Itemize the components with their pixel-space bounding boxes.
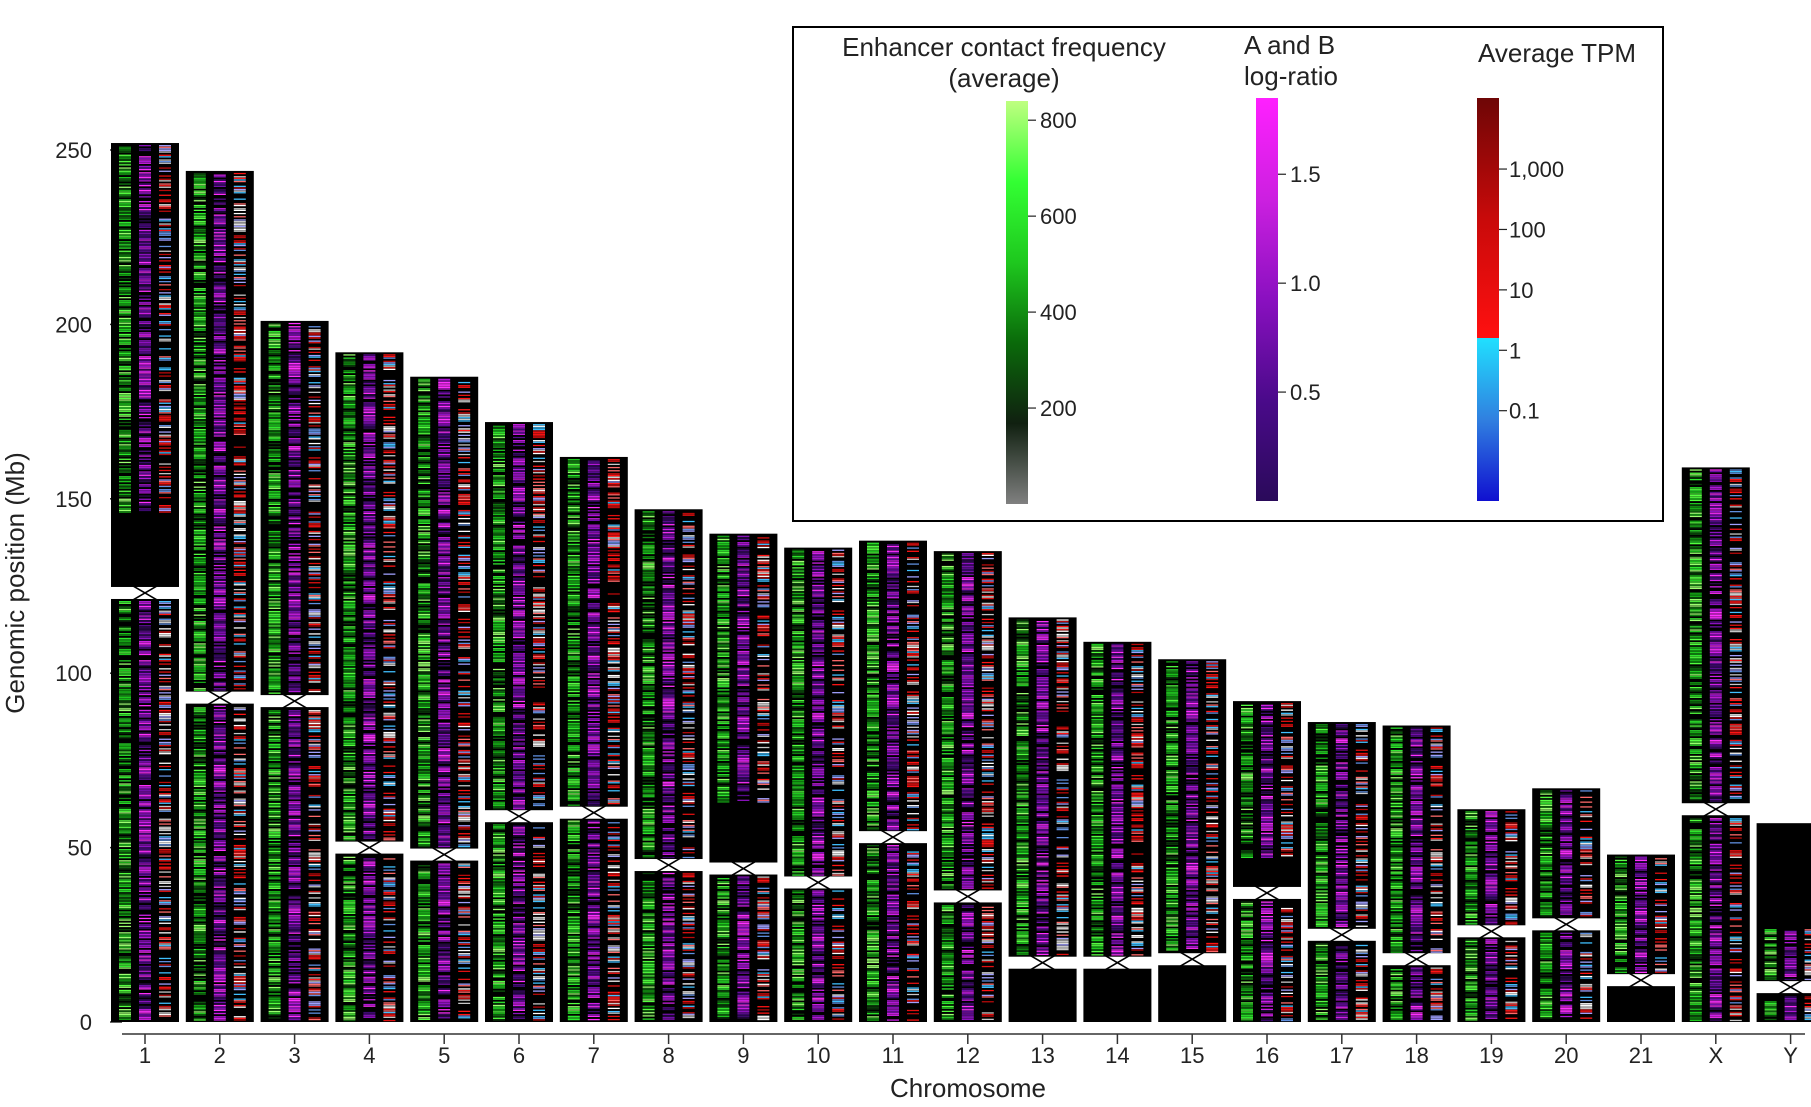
x-axis-title: Chromosome	[890, 1073, 1046, 1103]
y-axis-title: Genomic position (Mb)	[0, 452, 30, 714]
y-tick-label: 100	[55, 661, 92, 686]
chromosome-19	[1456, 809, 1527, 1022]
legend-colorbar	[1256, 98, 1278, 501]
x-tick-label: 1	[139, 1043, 151, 1068]
chromosome-6	[484, 422, 554, 1023]
y-tick-label: 250	[55, 138, 92, 163]
y-tick-label: 200	[55, 312, 92, 337]
legend-title: Enhancer contact frequency	[842, 32, 1166, 62]
x-tick-label: 7	[588, 1043, 600, 1068]
chromosome-X	[1680, 467, 1751, 1023]
legend-tick-label: 200	[1040, 396, 1077, 421]
chromosome-17	[1306, 722, 1377, 1022]
y-tick-label: 0	[80, 1010, 92, 1035]
legend: Enhancer contact frequency(average) 800 60…	[792, 26, 1664, 522]
x-tick-label: 4	[363, 1043, 375, 1068]
chromosome-16	[1232, 701, 1302, 1022]
chromosome-9	[708, 533, 779, 1022]
chromosome-11	[858, 540, 928, 1022]
chromosome-15	[1157, 659, 1228, 1022]
x-tick-label: 14	[1105, 1043, 1129, 1068]
legend-title: A and B	[1244, 30, 1335, 60]
legend-title: (average)	[948, 63, 1059, 93]
legend-tick-label: 600	[1040, 204, 1077, 229]
x-tick-label: 21	[1629, 1043, 1653, 1068]
x-axis: 1 2 3 4 5 6 7 8 9 10 11 12 13 14 15 16 17 18 19 20 21 X Y	[122, 1033, 1805, 1068]
legend-tick-label: 1,000	[1509, 157, 1564, 182]
chromosome-5	[409, 376, 480, 1023]
legend-box	[792, 26, 1664, 522]
x-tick-label: Y	[1783, 1043, 1798, 1068]
chromosome-18	[1381, 725, 1452, 1022]
x-tick-label: 8	[662, 1043, 674, 1068]
legend-colorbar	[1006, 101, 1028, 504]
x-tick-label: 20	[1554, 1043, 1578, 1068]
legend-tick-label: 1.5	[1290, 162, 1321, 187]
chromosome-4	[334, 352, 405, 1023]
legend-tick-label: 400	[1040, 300, 1077, 325]
legend-tick-label: 100	[1509, 217, 1546, 242]
chromosome-7	[558, 456, 629, 1023]
x-tick-label: 2	[214, 1043, 226, 1068]
chromosome-13	[1007, 617, 1078, 1022]
legend-colorbar-low	[1477, 338, 1499, 501]
chromosome-8	[633, 509, 704, 1022]
x-tick-label: 12	[956, 1043, 980, 1068]
x-tick-label: 17	[1330, 1043, 1354, 1068]
x-tick-label: 3	[288, 1043, 300, 1068]
x-tick-label: 15	[1180, 1043, 1204, 1068]
chromosome-ideograms	[110, 143, 1811, 1023]
chromosome-body	[933, 551, 1002, 1022]
chromosome-2	[184, 170, 255, 1023]
chromosome-14	[1082, 641, 1153, 1022]
chromosome-20	[1531, 788, 1602, 1022]
legend-title: Average TPM	[1478, 38, 1636, 68]
x-tick-label: 6	[513, 1043, 525, 1068]
legend-title: log-ratio	[1244, 61, 1338, 91]
legend-tick-label: 0.1	[1509, 399, 1540, 424]
legend-tick-label: 1	[1509, 338, 1521, 363]
legend-tick-label: 800	[1040, 108, 1077, 133]
x-tick-label: 9	[737, 1043, 749, 1068]
x-tick-label: X	[1708, 1043, 1723, 1068]
chromosome-21	[1606, 854, 1676, 1022]
chromosome-Y	[1755, 823, 1811, 1022]
legend-tick-label: 10	[1509, 278, 1533, 303]
y-tick-label: 50	[68, 836, 92, 861]
x-tick-label: 13	[1030, 1043, 1054, 1068]
x-tick-label: 18	[1404, 1043, 1428, 1068]
legend-tick-label: 0.5	[1290, 380, 1321, 405]
x-tick-label: 11	[882, 1043, 905, 1068]
chromosome-10	[783, 547, 854, 1022]
y-tick-label: 150	[55, 487, 92, 512]
legend-enhancer-contact: Enhancer contact frequency(average) 800 60…	[842, 32, 1166, 504]
x-tick-label: 10	[806, 1043, 830, 1068]
chromosome-3	[259, 320, 330, 1022]
legend-colorbar-high	[1477, 98, 1499, 338]
chromosome-12	[932, 551, 1003, 1022]
legend-average-tpm: Average TPM 1,000 100 10 1 0.1	[1477, 38, 1636, 501]
chromosome-1	[110, 143, 180, 1023]
x-tick-label: 16	[1255, 1043, 1279, 1068]
legend-tick-label: 1.0	[1290, 271, 1321, 296]
x-tick-label: 5	[438, 1043, 450, 1068]
x-tick-label: 19	[1479, 1043, 1503, 1068]
